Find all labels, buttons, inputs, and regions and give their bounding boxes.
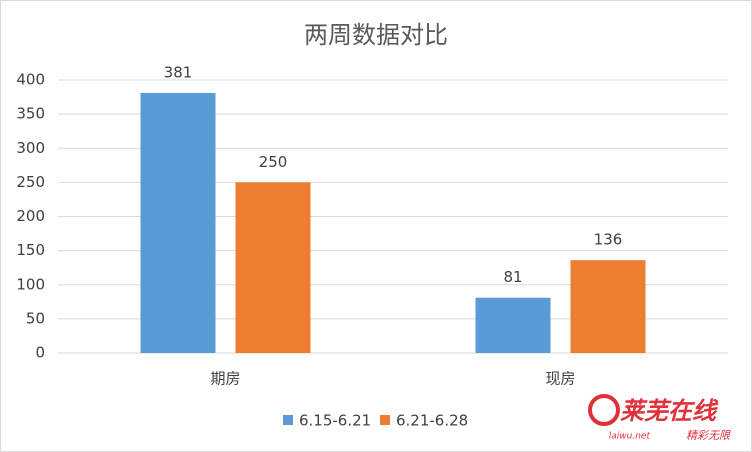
data-label: 250 xyxy=(259,153,288,171)
watermark-name: 莱芜在线 xyxy=(620,397,719,425)
watermark: 莱芜在线 laiwu.net 精彩无限 xyxy=(588,394,731,442)
x-tick-label: 现房 xyxy=(545,370,575,388)
legend-label: 6.21-6.28 xyxy=(396,412,468,430)
watermark-slogan: 精彩无限 xyxy=(686,429,731,442)
chart-title: 两周数据对比 xyxy=(304,21,448,49)
data-label: 136 xyxy=(594,231,623,249)
y-tick-label: 300 xyxy=(16,139,45,157)
watermark-logo xyxy=(588,394,620,426)
y-tick-label: 400 xyxy=(16,71,45,89)
data-label: 381 xyxy=(164,63,193,81)
bar xyxy=(475,297,551,353)
legend-swatch xyxy=(380,415,390,425)
y-tick-label: 200 xyxy=(16,207,45,225)
data-label: 81 xyxy=(503,268,522,286)
legend-label: 6.15-6.21 xyxy=(299,412,371,430)
y-tick-label: 350 xyxy=(16,105,45,123)
x-tick-label: 期房 xyxy=(210,370,240,388)
y-tick-label: 0 xyxy=(35,344,45,362)
bar xyxy=(235,182,311,353)
watermark-url: laiwu.net xyxy=(609,432,651,442)
y-tick-label: 50 xyxy=(26,309,45,327)
bar xyxy=(140,92,216,353)
y-tick-label: 150 xyxy=(16,241,45,259)
y-tick-label: 250 xyxy=(16,173,45,191)
legend-swatch xyxy=(283,415,293,425)
bar xyxy=(570,260,646,353)
y-tick-label: 100 xyxy=(16,275,45,293)
